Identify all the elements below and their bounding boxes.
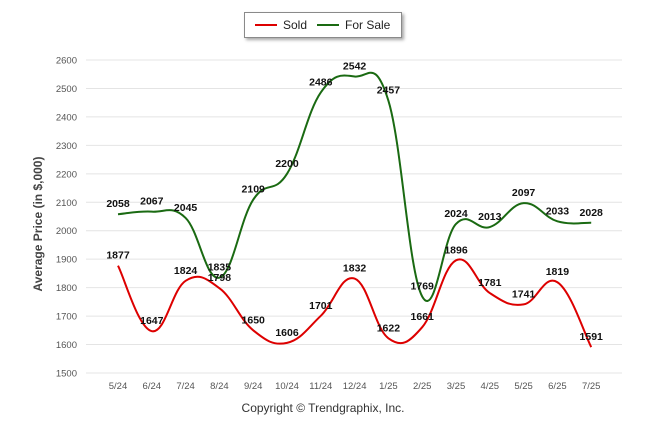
legend-label-for-sale: For Sale — [345, 18, 391, 32]
x-tick-label: 10/24 — [275, 381, 299, 392]
data-label-for-sale: 2058 — [106, 198, 130, 210]
data-label-for-sale: 2486 — [309, 76, 333, 88]
series-lines — [117, 71, 593, 348]
data-label-sold: 1819 — [546, 266, 570, 278]
data-label-for-sale: 2045 — [174, 202, 198, 214]
y-tick-label: 1600 — [56, 340, 77, 351]
data-label-sold: 1798 — [208, 272, 232, 284]
y-tick-label: 2200 — [56, 169, 77, 180]
x-axis-ticks: 5/24 6/24 7/24 8/24 9/24 10/24 11/24 12/24 1/25 2… — [109, 381, 601, 392]
data-label-for-sale: 2542 — [343, 61, 367, 73]
y-tick-label: 1800 — [56, 283, 77, 294]
x-tick-label: 12/24 — [343, 381, 367, 392]
x-tick-label: 7/25 — [582, 381, 601, 392]
data-label-for-sale: 2024 — [444, 208, 468, 220]
data-label-for-sale: 2109 — [242, 184, 266, 196]
x-tick-label: 9/24 — [244, 381, 263, 392]
data-label-sold: 1896 — [444, 244, 468, 256]
data-label-sold: 1701 — [309, 300, 333, 312]
x-tick-label: 1/25 — [379, 381, 398, 392]
x-tick-label: 6/24 — [143, 381, 162, 392]
y-tick-label: 1500 — [56, 369, 77, 380]
y-axis-title: Average Price (in $,000) — [31, 156, 45, 292]
data-label-sold: 1606 — [275, 327, 299, 339]
data-label-for-sale: 2200 — [275, 158, 299, 170]
x-tick-label: 3/25 — [447, 381, 466, 392]
x-tick-label: 6/25 — [548, 381, 567, 392]
x-tick-label: 5/25 — [514, 381, 533, 392]
x-tick-label: 8/24 — [210, 381, 229, 392]
data-label-sold: 1591 — [580, 331, 604, 343]
data-label-sold: 1832 — [343, 263, 367, 275]
y-tick-label: 2100 — [56, 198, 77, 209]
y-tick-label: 2600 — [56, 56, 77, 67]
data-label-for-sale: 1769 — [411, 280, 435, 292]
legend-swatch-sold — [255, 24, 277, 26]
y-axis-ticks: 1500 1600 1700 1800 1900 2000 2100 2200 2300 2400… — [56, 56, 77, 380]
data-label-for-sale: 2097 — [512, 187, 536, 199]
data-label-sold: 1661 — [411, 311, 435, 323]
x-tick-label: 11/24 — [309, 381, 332, 392]
data-label-for-sale: 2457 — [377, 85, 401, 97]
series-line-sold — [117, 258, 593, 348]
legend-swatch-for-sale — [317, 24, 339, 26]
copyright-text: Copyright © Trendgraphix, Inc. — [241, 401, 405, 415]
y-tick-label: 2500 — [56, 84, 77, 95]
data-label-for-sale: 2028 — [580, 207, 604, 219]
legend: Sold For Sale — [244, 12, 402, 38]
data-label-sold: 1877 — [106, 250, 130, 262]
x-tick-label: 4/25 — [481, 381, 500, 392]
data-label-sold: 1650 — [242, 314, 266, 326]
data-label-for-sale: 1835 — [208, 262, 232, 274]
y-tick-label: 2000 — [56, 226, 77, 237]
y-tick-label: 2300 — [56, 141, 77, 152]
grid-lines — [86, 59, 622, 374]
data-label-sold: 1741 — [512, 288, 536, 300]
y-tick-label: 2400 — [56, 112, 77, 123]
data-label-sold: 1647 — [140, 315, 164, 327]
x-tick-label: 7/24 — [176, 381, 195, 392]
x-tick-label: 2/25 — [413, 381, 432, 392]
data-labels: 1877 1647 1824 1798 1650 1606 1701 1832 1622 1661… — [106, 61, 603, 344]
data-label-for-sale: 2033 — [546, 205, 570, 217]
series-line-for-sale — [117, 71, 592, 302]
data-label-sold: 1622 — [377, 322, 401, 334]
data-label-sold: 1781 — [478, 277, 502, 289]
x-tick-label: 5/24 — [109, 381, 128, 392]
data-label-for-sale: 2067 — [140, 196, 164, 208]
y-tick-label: 1900 — [56, 255, 77, 266]
data-label-sold: 1824 — [174, 265, 198, 277]
data-label-for-sale: 2013 — [478, 211, 502, 223]
legend-label-sold: Sold — [283, 18, 308, 32]
y-tick-label: 1700 — [56, 312, 77, 323]
